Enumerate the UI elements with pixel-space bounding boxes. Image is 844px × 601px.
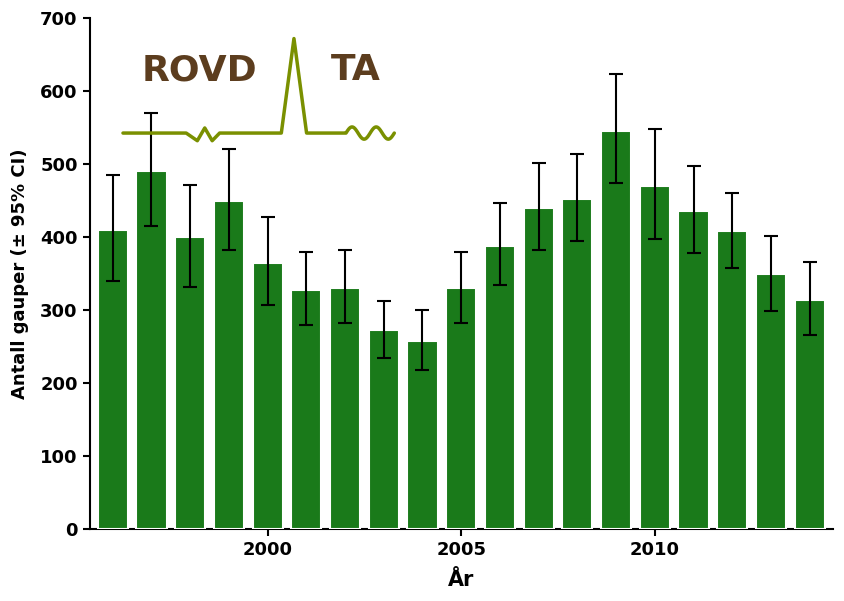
- Bar: [137, 171, 166, 529]
- Bar: [794, 300, 825, 529]
- Bar: [756, 274, 786, 529]
- Bar: [562, 199, 592, 529]
- Bar: [330, 288, 360, 529]
- Text: ROVD: ROVD: [141, 53, 257, 87]
- Bar: [214, 201, 244, 529]
- Bar: [408, 341, 437, 529]
- Bar: [679, 211, 709, 529]
- X-axis label: År: År: [448, 570, 474, 590]
- Bar: [446, 288, 476, 529]
- Bar: [175, 237, 205, 529]
- Y-axis label: Antall gauper (± 95% CI): Antall gauper (± 95% CI): [11, 148, 29, 399]
- Bar: [717, 231, 747, 529]
- Bar: [484, 246, 515, 529]
- Bar: [369, 331, 399, 529]
- Text: TA: TA: [331, 53, 381, 87]
- Bar: [291, 290, 322, 529]
- Bar: [640, 186, 670, 529]
- Bar: [601, 130, 631, 529]
- Bar: [98, 230, 127, 529]
- Bar: [252, 263, 283, 529]
- Bar: [523, 208, 554, 529]
